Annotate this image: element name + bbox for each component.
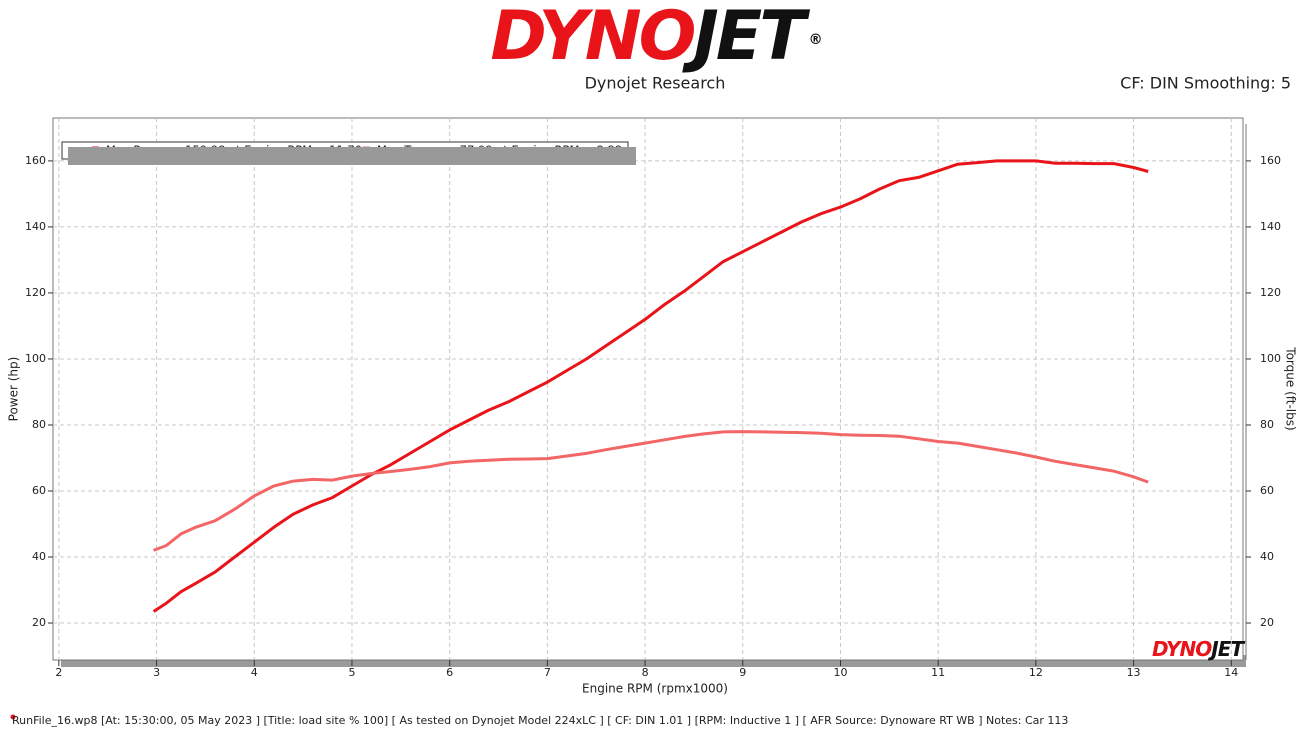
y-tick-label: 120 [25,286,46,299]
corner-logo-black: JET [1207,637,1245,661]
subtitle: Dynojet Research [585,74,726,93]
logo-black: JET [681,0,810,76]
series-line [153,430,1149,552]
x-tick-label: 13 [1127,666,1141,679]
y-tick-label: 20 [32,616,46,629]
logo-red: DYNO [490,0,694,76]
settings: CF: DIN Smoothing: 5 [1120,74,1291,93]
y-tick-label: 100 [25,352,46,365]
y2-tick-label: 120 [1260,286,1281,299]
y2-tick-label: 140 [1260,220,1281,233]
y2-tick-label: 160 [1260,154,1281,167]
x-tick-label: 8 [642,666,649,679]
x-tick-label: 4 [251,666,258,679]
x-tick-label: 12 [1029,666,1043,679]
y-tick-label: 160 [25,154,46,167]
x-tick-label: 3 [153,666,160,679]
x-tick-label: 5 [348,666,355,679]
corner-logo-red: DYNO [1152,637,1212,661]
x-axis-label: Engine RPM (rpmx1000) [582,682,728,696]
x-tick-label: 7 [544,666,551,679]
logo-mark: ® [809,32,822,48]
y-axis-label: Power (hp) [7,357,21,422]
y2-tick-label: 80 [1260,418,1274,431]
x-tick-label: 10 [833,666,847,679]
y2-tick-label: 40 [1260,550,1274,563]
legend-shadow [68,147,636,165]
y-tick-label: 40 [32,550,46,563]
plot-frame [52,117,1244,661]
x-tick-label: 6 [446,666,453,679]
footer-icon [10,714,16,720]
y-tick-label: 80 [32,418,46,431]
y2-tick-label: 100 [1260,352,1281,365]
y2-tick-label: 20 [1260,616,1274,629]
y-tick-label: 60 [32,484,46,497]
x-tick-label: 2 [55,666,62,679]
logo: DYNOJET ® [490,0,821,76]
y-tick-label: 140 [25,220,46,233]
y2-axis-label: Torque (ft-lbs) [1284,346,1298,430]
x-tick-label: 11 [931,666,945,679]
series-line [152,159,1149,613]
y2-tick-label: 60 [1260,484,1274,497]
corner-logo: DYNOJET [1152,637,1245,661]
footer: RunFile_16.wp8 [At: 15:30:00, 05 May 202… [12,714,1068,727]
x-tick-label: 14 [1224,666,1238,679]
x-tick-label: 9 [739,666,746,679]
